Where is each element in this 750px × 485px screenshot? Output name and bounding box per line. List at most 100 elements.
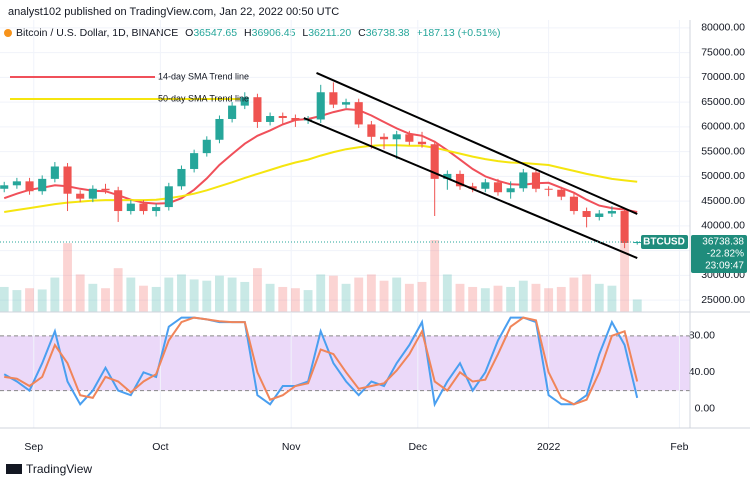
- symbol-icon: [4, 29, 12, 37]
- candle-body: [392, 134, 401, 140]
- candle-body: [620, 211, 629, 243]
- candle-body: [152, 207, 161, 212]
- volume-bar: [253, 268, 262, 312]
- candle-body: [633, 242, 642, 244]
- candle-body: [253, 97, 262, 122]
- symbol: Bitcoin / U.S. Dollar, 1D, BINANCE: [16, 27, 178, 39]
- volume-bar: [189, 279, 199, 312]
- candle-body: [50, 166, 59, 179]
- volume-bar: [632, 299, 642, 312]
- legend-label: 50-day SMA Trend line: [158, 93, 249, 103]
- x-tick-label: Sep: [24, 441, 43, 453]
- oscillator-band: [0, 335, 690, 391]
- volume-bar: [354, 277, 364, 312]
- y-tick-label: 70000.00: [701, 71, 745, 83]
- volume-bar: [265, 283, 275, 312]
- candle-body: [177, 168, 186, 187]
- brand: TradingView: [26, 462, 92, 476]
- volume-bar: [151, 286, 161, 312]
- candle-body: [468, 186, 477, 189]
- volume-bar: [12, 290, 22, 312]
- candle-body: [367, 124, 376, 137]
- y-tick-label: 65000.00: [701, 96, 745, 108]
- x-tick-label: Nov: [282, 441, 301, 453]
- trend-line: [316, 72, 638, 215]
- volume-bar: [215, 275, 224, 312]
- ticker: BTCUSD: [643, 237, 685, 248]
- candle-body: [481, 182, 490, 189]
- candle-body: [354, 102, 363, 125]
- sma-line: [4, 144, 638, 213]
- volume-bar: [177, 274, 186, 312]
- volume-bar: [404, 283, 414, 312]
- volume-bar: [240, 281, 250, 312]
- candle-body: [405, 134, 414, 142]
- volume-bar: [50, 277, 60, 312]
- y-tick-label: 25000.00: [701, 294, 745, 306]
- candle-body: [430, 144, 439, 179]
- candle-body: [114, 190, 123, 212]
- candle-body: [531, 172, 541, 189]
- price-box: [691, 235, 747, 274]
- volume-bar: [531, 283, 541, 312]
- change: +187.13 (+0.51%): [416, 27, 500, 39]
- volume-bar: [37, 289, 47, 312]
- ohlc-value: 36738.38: [366, 27, 410, 39]
- candle-body: [278, 116, 287, 118]
- ticker-box: [641, 235, 688, 250]
- oscillator-line: [4, 316, 639, 406]
- candle-body: [557, 189, 566, 197]
- y-tick-label: 80.00: [689, 330, 715, 342]
- volume-bar: [25, 288, 34, 312]
- candle-body: [266, 116, 275, 122]
- volume-bar: [468, 286, 478, 312]
- volume-bar: [63, 243, 72, 312]
- candle-body: [164, 186, 173, 208]
- candle-body: [569, 196, 578, 212]
- volume-bar: [582, 274, 592, 312]
- trend-line: [303, 117, 638, 259]
- y-tick-label: 40.00: [689, 366, 715, 378]
- y-tick-label: 45000.00: [701, 195, 745, 207]
- x-tick-label: Oct: [152, 441, 168, 453]
- price-box-price: 36738.38: [702, 237, 744, 248]
- volume-bar: [303, 290, 313, 312]
- y-tick-label: 55000.00: [701, 145, 745, 157]
- y-tick-label: 0.00: [695, 403, 716, 415]
- price-box-change: -22.82%: [707, 249, 744, 260]
- x-tick-label: Dec: [408, 441, 427, 453]
- x-tick-label: 2022: [537, 441, 561, 453]
- candle-body: [291, 117, 300, 121]
- oscillator-line: [3, 316, 639, 408]
- volume-bar: [417, 281, 427, 312]
- candle-body: [25, 181, 34, 192]
- volume-bar: [594, 283, 604, 312]
- ohlc-label: C: [358, 27, 366, 39]
- volume-bar: [139, 285, 148, 312]
- volume-bar: [164, 277, 174, 312]
- candle-body: [215, 118, 224, 140]
- candle-body: [417, 141, 427, 145]
- x-tick-label: Feb: [670, 441, 688, 453]
- y-tick-label: 50000.00: [701, 170, 745, 182]
- candle-body: [63, 166, 72, 194]
- volume-bar: [556, 286, 566, 312]
- volume-bar: [227, 277, 237, 312]
- volume-bar: [569, 277, 579, 312]
- candle-body: [342, 102, 351, 105]
- volume-bar: [126, 277, 136, 312]
- candle-body: [544, 188, 553, 190]
- plot: SepOctNovDec2022Feb25000.0030000.0035000…: [0, 20, 747, 453]
- volume-bar: [278, 286, 288, 312]
- volume-bar: [290, 288, 300, 312]
- volume-bar: [328, 275, 338, 312]
- volume-bar: [202, 280, 212, 312]
- candle-body: [443, 173, 452, 179]
- candle-body: [379, 136, 389, 140]
- volume-bar: [493, 285, 503, 312]
- volume-bar: [0, 286, 9, 312]
- candle-body: [240, 97, 249, 106]
- candle-body: [88, 188, 97, 199]
- candle-body: [101, 188, 110, 191]
- candle-body: [316, 92, 325, 120]
